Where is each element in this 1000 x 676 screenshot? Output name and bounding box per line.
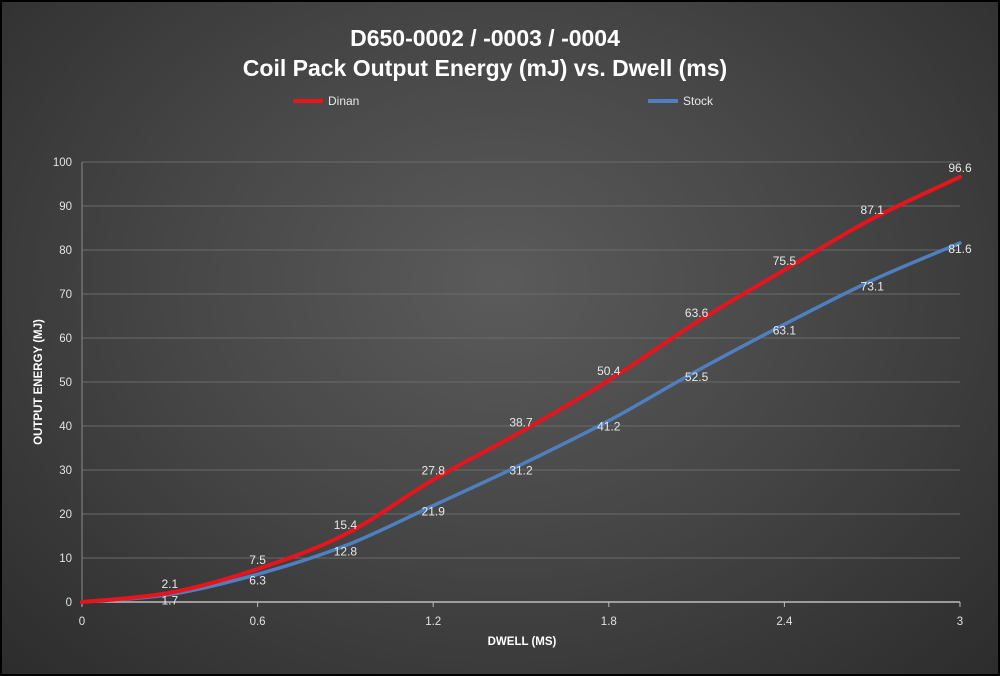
x-tick-label-0: 0 (79, 616, 85, 628)
series-lines (80, 174, 962, 604)
data-label-stock-7: 52.5 (685, 370, 709, 384)
y-tick-labels: 0 10 20 30 40 50 60 70 80 90 100 (53, 157, 72, 609)
chart-title: D650-0002 / -0003 / -0004 (350, 25, 620, 51)
series-line-stock (80, 241, 962, 604)
data-label-dinan-10: 96.6 (948, 161, 972, 175)
chart-subtitle: Coil Pack Output Energy (mJ) vs. Dwell (… (243, 55, 727, 81)
y-tick-label-90: 90 (59, 201, 72, 213)
x-tick-label-3: 3 (957, 616, 963, 628)
x-tick-label-1.8: 1.8 (601, 616, 617, 628)
data-label-stock-4: 21.9 (422, 505, 446, 519)
data-labels: 2.1 7.5 15.4 27.8 38.7 50.4 63.6 75.5 87.1 96.6 1.… (161, 161, 972, 608)
data-label-stock-5: 31.2 (509, 464, 533, 478)
legend: Dinan Stock (293, 94, 714, 108)
y-tick-label-40: 40 (59, 421, 72, 433)
series-line-dinan (80, 174, 962, 604)
x-tick-label-2.4: 2.4 (776, 616, 793, 628)
data-label-stock-2: 6.3 (249, 573, 266, 587)
x-tick-label-0.6: 0.6 (250, 616, 266, 628)
grid (82, 161, 960, 559)
x-tick-labels: 0 0.6 1.2 1.8 2.4 3 (79, 616, 963, 628)
data-label-stock-1: 1.7 (161, 594, 178, 608)
data-label-dinan-8: 75.5 (773, 254, 797, 268)
y-tick-label-50: 50 (59, 377, 72, 389)
legend-label-stock: Stock (683, 94, 714, 108)
data-label-stock-3: 12.8 (334, 545, 358, 559)
data-label-stock-10: 81.6 (948, 242, 972, 256)
y-tick-label-0: 0 (66, 597, 72, 609)
y-tick-label-80: 80 (59, 245, 72, 257)
y-tick-label-70: 70 (59, 289, 72, 301)
y-tick-label-20: 20 (59, 509, 72, 521)
data-label-dinan-3: 15.4 (334, 518, 358, 532)
y-tick-label-30: 30 (59, 465, 72, 477)
data-label-stock-6: 41.2 (597, 420, 621, 434)
data-label-dinan-5: 38.7 (509, 416, 533, 430)
data-label-dinan-2: 7.5 (249, 553, 266, 567)
y-tick-label-100: 100 (53, 157, 72, 169)
x-axis-label: DWELL (MS) (488, 636, 557, 648)
y-axis-label: OUTPUT ENERGY (MJ) (33, 319, 45, 445)
y-tick-label-60: 60 (59, 333, 72, 345)
data-label-stock-9: 73.1 (861, 279, 885, 293)
legend-label-dinan: Dinan (328, 94, 359, 108)
data-label-dinan-6: 50.4 (597, 364, 621, 378)
axes (81, 162, 961, 607)
x-tick-label-1.2: 1.2 (425, 616, 441, 628)
data-label-dinan-7: 63.6 (685, 306, 709, 320)
data-label-dinan-4: 27.8 (422, 464, 446, 478)
data-label-dinan-9: 87.1 (861, 203, 885, 217)
data-label-stock-8: 63.1 (773, 323, 797, 337)
y-tick-label-10: 10 (59, 553, 72, 565)
data-label-dinan-1: 2.1 (161, 577, 178, 591)
